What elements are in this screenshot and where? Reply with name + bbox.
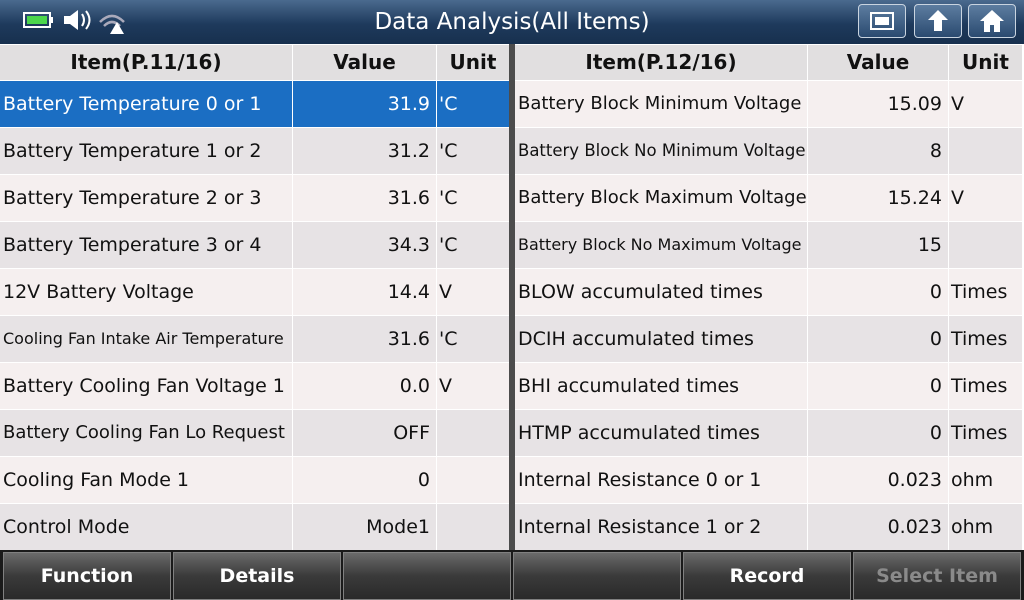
- cell-value[interactable]: 0: [808, 316, 948, 362]
- cell-unit[interactable]: V: [949, 175, 1022, 221]
- cell-value[interactable]: Mode1: [293, 504, 436, 550]
- cell-item[interactable]: Battery Temperature 1 or 2: [0, 128, 292, 174]
- cell-value[interactable]: 0: [808, 410, 948, 456]
- battery-tip: [50, 17, 53, 23]
- cell-item[interactable]: BHI accumulated times: [515, 363, 807, 409]
- cell-item[interactable]: Battery Temperature 3 or 4: [0, 222, 292, 268]
- cell-value[interactable]: 15.09: [808, 81, 948, 127]
- cell-unit[interactable]: V: [949, 81, 1022, 127]
- cell-item[interactable]: Battery Block No Maximum Voltage: [515, 222, 807, 268]
- cell-item[interactable]: Control Mode: [0, 504, 292, 550]
- footer-button[interactable]: Details: [173, 552, 341, 600]
- column-header: Unit: [437, 45, 509, 80]
- screenshot-button[interactable]: [858, 4, 906, 38]
- screenshot-icon: [870, 12, 894, 30]
- cell-item[interactable]: 12V Battery Voltage: [0, 269, 292, 315]
- footer-bar: Function Details Record Select Item: [0, 550, 1024, 600]
- cell-unit[interactable]: [949, 222, 1022, 268]
- cell-value[interactable]: 34.3: [293, 222, 436, 268]
- cell-item[interactable]: Internal Resistance 1 or 2: [515, 504, 807, 550]
- warning-icon: [110, 22, 124, 34]
- cell-value[interactable]: 31.9: [293, 81, 436, 127]
- column-header: Item(P.12/16): [515, 45, 807, 80]
- cell-item[interactable]: DCIH accumulated times: [515, 316, 807, 362]
- cell-value[interactable]: 0: [808, 363, 948, 409]
- title-bar: Data Analysis(All Items): [0, 0, 1024, 44]
- cell-unit[interactable]: Times: [949, 410, 1022, 456]
- cell-unit[interactable]: 'C: [437, 128, 509, 174]
- footer-button[interactable]: Record: [683, 552, 851, 600]
- table-divider: [509, 44, 515, 551]
- cell-item[interactable]: Battery Temperature 0 or 1: [0, 81, 292, 127]
- cell-value[interactable]: 15.24: [808, 175, 948, 221]
- cell-item[interactable]: Battery Block Maximum Voltage: [515, 175, 807, 221]
- cell-unit[interactable]: 'C: [437, 316, 509, 362]
- column-header: Item(P.11/16): [0, 45, 292, 80]
- cell-item[interactable]: BLOW accumulated times: [515, 269, 807, 315]
- footer-button[interactable]: [343, 552, 511, 600]
- home-button[interactable]: [968, 4, 1016, 38]
- cell-unit[interactable]: [437, 457, 509, 503]
- battery-level: [27, 16, 47, 24]
- cell-item[interactable]: Battery Cooling Fan Voltage 1: [0, 363, 292, 409]
- cell-unit[interactable]: 'C: [437, 81, 509, 127]
- cell-value[interactable]: 8: [808, 128, 948, 174]
- cell-unit[interactable]: [437, 410, 509, 456]
- cell-value[interactable]: 0.023: [808, 504, 948, 550]
- cell-value[interactable]: 0.023: [808, 457, 948, 503]
- cell-unit[interactable]: Times: [949, 269, 1022, 315]
- cell-value[interactable]: 0: [808, 269, 948, 315]
- cell-item[interactable]: Cooling Fan Intake Air Temperature: [0, 316, 292, 362]
- cell-item[interactable]: Battery Block No Minimum Voltage: [515, 128, 807, 174]
- cell-value[interactable]: 31.2: [293, 128, 436, 174]
- cell-value[interactable]: OFF: [293, 410, 436, 456]
- cell-item[interactable]: Cooling Fan Mode 1: [0, 457, 292, 503]
- cell-item[interactable]: Battery Cooling Fan Lo Request: [0, 410, 292, 456]
- column-header: Unit: [949, 45, 1022, 80]
- cell-item[interactable]: Battery Block Minimum Voltage: [515, 81, 807, 127]
- page-title: Data Analysis(All Items): [374, 9, 650, 35]
- cell-value[interactable]: 14.4: [293, 269, 436, 315]
- column-header: Value: [808, 45, 948, 80]
- cell-value[interactable]: 31.6: [293, 175, 436, 221]
- footer-button[interactable]: [513, 552, 681, 600]
- speaker-icon: [64, 10, 78, 30]
- wifi-icon: [99, 14, 125, 27]
- cell-value[interactable]: 0.0: [293, 363, 436, 409]
- speaker-waves: [81, 10, 91, 30]
- back-button[interactable]: [914, 4, 962, 38]
- cell-value[interactable]: 31.6: [293, 316, 436, 362]
- status-icons: [23, 10, 125, 34]
- cell-unit[interactable]: 'C: [437, 222, 509, 268]
- cell-unit[interactable]: ohm: [949, 504, 1022, 550]
- cell-unit[interactable]: V: [437, 363, 509, 409]
- back-icon: [928, 10, 948, 31]
- cell-value[interactable]: 0: [293, 457, 436, 503]
- cell-item[interactable]: Internal Resistance 0 or 1: [515, 457, 807, 503]
- footer-button[interactable]: Select Item: [853, 552, 1021, 600]
- cell-unit[interactable]: Times: [949, 316, 1022, 362]
- cell-unit[interactable]: Times: [949, 363, 1022, 409]
- cell-unit[interactable]: [949, 128, 1022, 174]
- cell-item[interactable]: HTMP accumulated times: [515, 410, 807, 456]
- cell-value[interactable]: 15: [808, 222, 948, 268]
- cell-unit[interactable]: [437, 504, 509, 550]
- cell-unit[interactable]: 'C: [437, 175, 509, 221]
- cell-unit[interactable]: V: [437, 269, 509, 315]
- cell-item[interactable]: Battery Temperature 2 or 3: [0, 175, 292, 221]
- home-icon: [980, 10, 1004, 32]
- cell-unit[interactable]: ohm: [949, 457, 1022, 503]
- footer-button[interactable]: Function: [3, 552, 171, 600]
- column-header: Value: [293, 45, 436, 80]
